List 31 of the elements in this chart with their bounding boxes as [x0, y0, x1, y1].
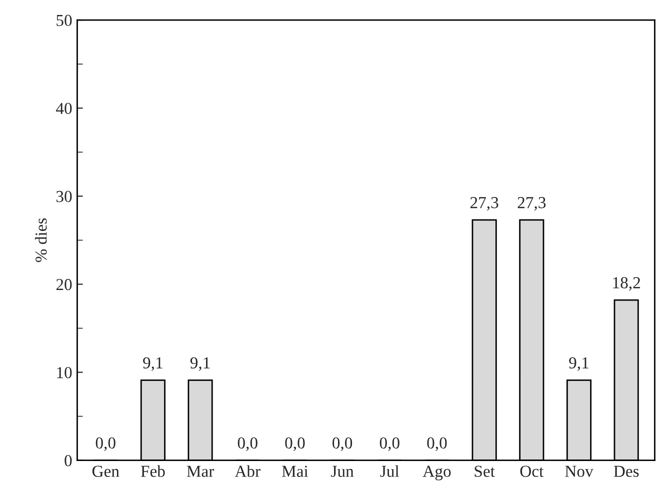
x-tick-label: Nov [565, 466, 594, 477]
data-label: 9,1 [190, 357, 210, 371]
y-tick-label: 50 [56, 14, 72, 26]
x-tick-label: Set [474, 466, 495, 477]
y-tick-label: 0 [64, 455, 72, 466]
data-label: 18,2 [613, 277, 640, 291]
x-tick-label: Jun [331, 466, 354, 477]
x-tick-label: Mai [282, 466, 308, 477]
data-label: 0,0 [427, 437, 447, 452]
data-label: 0,0 [96, 437, 116, 452]
data-label: 27,3 [470, 197, 498, 211]
x-tick-label: Gen [92, 466, 120, 477]
x-tick-label: Mar [186, 466, 214, 477]
data-label: 0,0 [238, 437, 258, 452]
x-tick-label: Feb [140, 465, 165, 477]
y-tick-label: 30 [56, 190, 72, 202]
x-tick-label: Jul [380, 465, 400, 477]
y-axis-title: % dies [35, 218, 47, 262]
x-tick-label: Oct [520, 466, 544, 477]
data-label: 9,1 [569, 357, 588, 371]
x-tick-label: Abr [234, 465, 260, 477]
x-tick-label: Des [614, 466, 639, 477]
y-tick-label: 40 [56, 102, 72, 114]
x-tick-label: Ago [422, 466, 451, 480]
data-label: 27,3 [518, 197, 546, 211]
data-label: 0,0 [285, 437, 305, 452]
data-label: 9,1 [143, 357, 162, 371]
data-label: 0,0 [380, 437, 400, 452]
y-tick-label: 10 [57, 366, 72, 378]
y-tick-label: 20 [56, 278, 72, 290]
data-label: 0,0 [332, 437, 352, 452]
